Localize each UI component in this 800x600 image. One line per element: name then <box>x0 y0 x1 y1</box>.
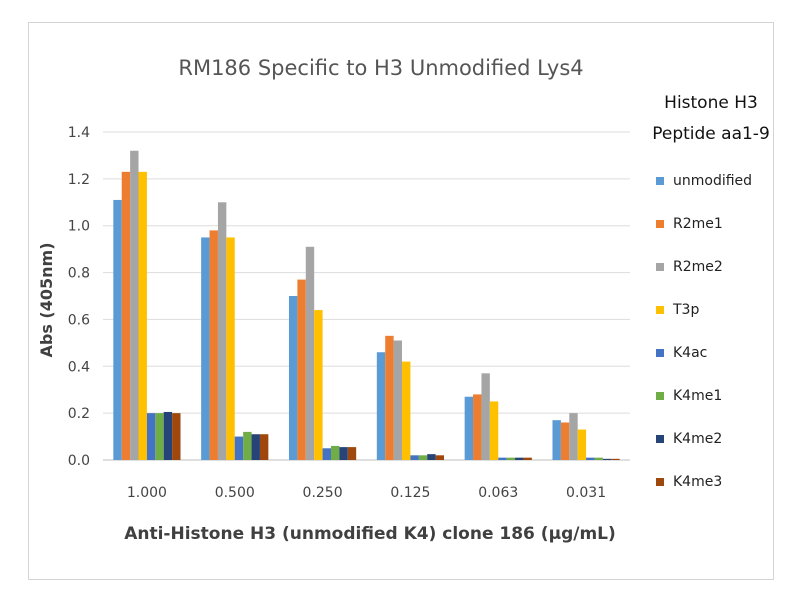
bar <box>586 457 595 460</box>
bar <box>217 202 227 461</box>
legend-swatch <box>656 220 664 228</box>
legend-label: K4me1 <box>673 388 723 404</box>
y-tick-label: 0.0 <box>68 453 90 469</box>
bar <box>418 455 428 460</box>
x-tick-label: 0.031 <box>566 485 606 501</box>
bar <box>305 246 315 460</box>
legend-swatch <box>656 392 664 400</box>
gridlines <box>103 131 630 461</box>
legend-swatch <box>656 435 664 443</box>
bar <box>560 422 570 460</box>
bar <box>201 237 210 460</box>
legend-item-r2me2: R2me2 <box>656 257 723 277</box>
y-tick-label: 0.6 <box>68 312 90 328</box>
bar <box>552 420 561 460</box>
chart-title: RM186 Specific to H3 Unmodified Lys4 <box>178 56 583 80</box>
bar <box>113 199 122 460</box>
bar <box>594 457 603 460</box>
bar <box>155 413 164 460</box>
bar <box>481 373 490 460</box>
x-axis-ticks: 1.000 0.500 0.250 0.125 0.063 0.031 <box>127 485 606 501</box>
x-axis-label: Anti-Histone H3 (unmodified K4) clone 18… <box>124 524 616 544</box>
legend-title-line-2: Peptide aa1-9 <box>652 124 770 144</box>
bar <box>402 361 411 460</box>
bar <box>226 237 235 460</box>
legend-swatch <box>656 478 664 486</box>
legend-label: R2me2 <box>673 259 723 275</box>
bar <box>473 394 482 460</box>
y-tick-label: 1.0 <box>68 219 90 235</box>
legend-item-k4me1: K4me1 <box>656 386 722 406</box>
bar <box>489 401 499 460</box>
bar <box>243 431 252 460</box>
y-tick-label: 1.4 <box>68 125 90 141</box>
legend-swatch <box>656 349 664 357</box>
y-tick-label: 0.8 <box>68 266 90 282</box>
bar <box>435 455 445 460</box>
bar <box>569 413 578 460</box>
legend-swatch <box>656 306 664 314</box>
bar <box>611 458 620 460</box>
legend-label: K4me2 <box>673 431 723 447</box>
legend-item-k4ac: K4ac <box>656 343 707 363</box>
x-tick-label: 0.125 <box>390 485 430 501</box>
y-tick-label: 0.4 <box>68 359 90 375</box>
bar <box>515 457 524 460</box>
bar <box>297 279 306 460</box>
bar <box>464 396 474 460</box>
bar <box>577 429 587 460</box>
legend-label: K4me3 <box>673 474 723 490</box>
bar <box>506 457 516 460</box>
legend-item-k4me2: K4me2 <box>656 429 722 449</box>
bar <box>172 413 181 460</box>
bar <box>121 171 131 460</box>
legend-label: R2me1 <box>673 216 723 232</box>
y-tick-label: 1.2 <box>68 172 90 188</box>
x-tick-label: 0.063 <box>478 485 518 501</box>
bar <box>339 447 348 460</box>
legend-label: unmodified <box>673 173 753 189</box>
legend-label: K4ac <box>673 345 708 361</box>
bar <box>322 448 331 460</box>
bar <box>259 434 269 460</box>
bar <box>385 335 394 460</box>
bar <box>234 436 244 460</box>
bar <box>163 411 173 460</box>
bar <box>347 447 357 460</box>
bar <box>330 445 340 460</box>
chart-frame <box>28 22 774 580</box>
bar <box>410 455 419 460</box>
bar <box>376 352 386 460</box>
legend-swatch <box>656 263 664 271</box>
bars <box>113 150 620 461</box>
x-tick-label: 0.250 <box>303 485 343 501</box>
bar <box>138 171 147 460</box>
legend-item-unmodified: unmodified <box>656 171 752 191</box>
bar <box>523 457 532 460</box>
bar <box>130 150 139 461</box>
x-tick-label: 0.500 <box>215 485 255 501</box>
bar <box>209 230 218 460</box>
bar <box>602 458 612 460</box>
legend-item-k4me3: K4me3 <box>656 472 722 492</box>
y-axis-label: Abs (405nm) <box>37 242 56 357</box>
bar <box>427 454 436 460</box>
legend-title-line-1: Histone H3 <box>664 93 758 113</box>
legend-label: T3p <box>673 302 700 318</box>
bar <box>288 296 298 460</box>
x-tick-label: 1.000 <box>127 485 167 501</box>
bar <box>393 340 403 460</box>
bar <box>498 457 507 460</box>
y-tick-label: 0.2 <box>68 406 90 422</box>
legend-swatch <box>656 177 664 185</box>
bar <box>251 434 260 460</box>
legend-item-t3p: T3p <box>656 300 699 320</box>
bar <box>314 310 323 460</box>
bar <box>146 413 156 460</box>
y-axis-ticks: 0.0 0.2 0.4 0.6 0.8 1.0 1.2 1.4 <box>68 125 90 469</box>
legend-item-r2me1: R2me1 <box>656 214 723 234</box>
